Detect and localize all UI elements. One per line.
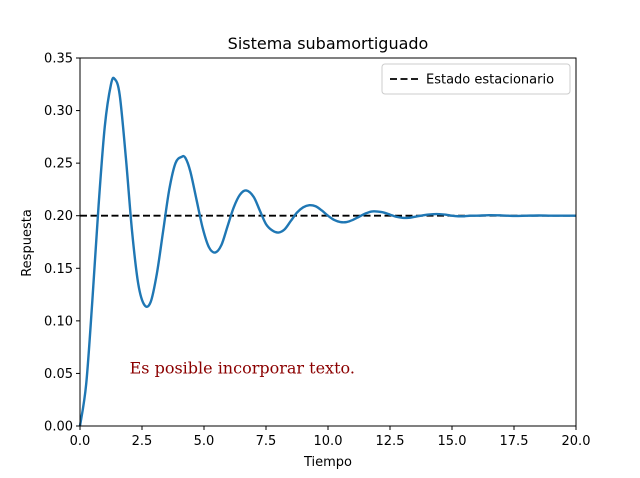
- x-tick-label: 0.0: [70, 434, 91, 449]
- x-tick-label: 10.0: [314, 434, 343, 449]
- x-tick-label: 15.0: [438, 434, 467, 449]
- series-layer: [78, 76, 576, 427]
- y-tick-label: 0.35: [44, 52, 73, 67]
- axes-layer: 0.0 2.5 5.0 7.5 10.0 12.5 15.0 17.5 20.0 0.00 0.05…: [44, 52, 590, 450]
- y-tick-label: 0.05: [44, 367, 73, 382]
- x-tick-label: 7.5: [256, 434, 277, 449]
- y-axis-label: Respuesta: [20, 209, 35, 277]
- y-tick-label: 0.25: [44, 157, 73, 172]
- y-tick-label: 0.20: [44, 209, 73, 224]
- response-series-line: [78, 76, 576, 427]
- legend-label: Estado estacionario: [426, 73, 554, 88]
- x-tick-label: 17.5: [500, 434, 529, 449]
- x-tick-label: 20.0: [562, 434, 591, 449]
- annotation-text: Es posible incorporar texto.: [130, 358, 355, 377]
- x-tick-label: 12.5: [376, 434, 405, 449]
- y-tick-label: 0.15: [44, 262, 73, 277]
- x-tick-label: 2.5: [132, 434, 153, 449]
- annotation-layer: Es posible incorporar texto.: [130, 358, 355, 377]
- legend-box: [381, 63, 571, 95]
- legend: Estado estacionario: [381, 63, 571, 95]
- x-tick-label: 5.0: [194, 434, 215, 449]
- chart-title: Sistema subamortiguado: [228, 34, 429, 53]
- y-tick-label: 0.10: [44, 314, 73, 329]
- y-tick-label: 0.00: [44, 420, 73, 435]
- y-tick-label: 0.30: [44, 104, 73, 119]
- x-axis-label: Tiempo: [303, 455, 352, 470]
